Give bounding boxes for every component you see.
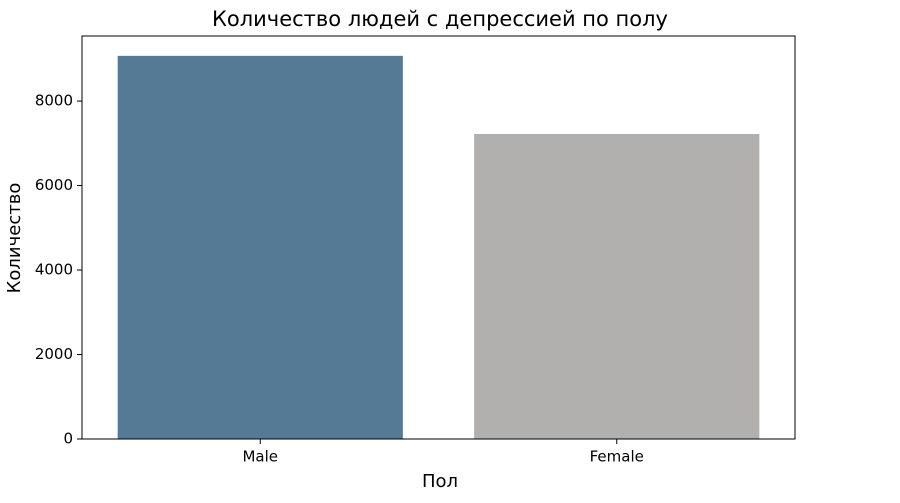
y-tick-label: 6000	[35, 176, 73, 194]
chart-title: Количество людей с депрессией по полу	[212, 7, 668, 31]
y-axis-label: Количество	[4, 183, 25, 294]
y-tick-label: 2000	[35, 345, 73, 363]
plot-frame	[81, 35, 796, 440]
y-tick-label: 0	[63, 430, 73, 448]
x-axis-label: Пол	[422, 471, 458, 492]
y-tick-label: 4000	[35, 261, 73, 279]
y-tick-label: 8000	[35, 92, 73, 110]
bar	[474, 134, 760, 439]
x-tick-label: Female	[590, 448, 644, 466]
x-tick-label: Male	[242, 448, 278, 466]
bar	[117, 55, 403, 439]
